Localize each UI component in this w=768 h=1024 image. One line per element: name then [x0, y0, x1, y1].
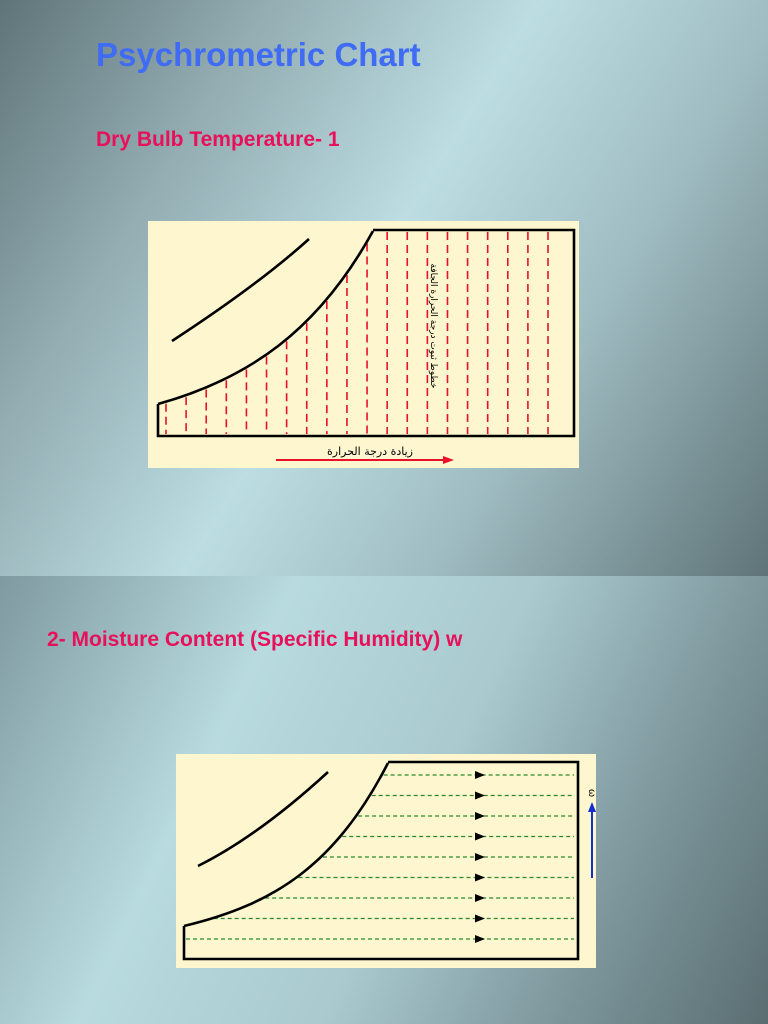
- moisture-line-arrowhead: [475, 853, 485, 861]
- upper-curve: [197, 771, 329, 868]
- moisture-axis-symbol: ω: [586, 789, 596, 797]
- moisture-line-arrowhead: [475, 873, 485, 882]
- moisture-line-arrowhead: [475, 812, 485, 820]
- moisture-line-arrowhead: [475, 914, 485, 923]
- dry-bulb-diagram: زيادة درجة الحرارة خطوط ثبوت درجة الحرار…: [156, 228, 576, 464]
- constant-temperature-label: خطوط ثبوت درجة الحرارة الجافة: [428, 264, 438, 389]
- moisture-line-arrowhead: [475, 832, 485, 841]
- moisture-line-arrowhead: [475, 791, 485, 800]
- temperature-arrow-label: زيادة درجة الحرارة: [327, 445, 413, 458]
- moisture-line-arrowhead: [475, 935, 485, 943]
- dry-bulb-figure: زيادة درجة الحرارة خطوط ثبوت درجة الحرار…: [148, 221, 579, 468]
- dry-bulb-constant-lines: [165, 232, 549, 434]
- moisture-content-diagram: ω: [182, 760, 596, 961]
- page-title: Psychrometric Chart: [96, 36, 421, 73]
- slide-subtitle: Dry Bulb Temperature- 1: [96, 128, 340, 151]
- moisture-line-arrowhead: [475, 894, 485, 902]
- moisture-constant-lines: [186, 771, 574, 943]
- chart-outline: [156, 228, 576, 438]
- saturation-curve: [183, 762, 390, 928]
- upper-curve: [171, 238, 310, 343]
- moisture-axis-arrow-head: [588, 802, 596, 812]
- chart-outline: [182, 760, 580, 961]
- slide-dry-bulb-temperature: Psychrometric Chart Dry Bulb Temperature…: [0, 0, 768, 576]
- moisture-content-figure: ω: [176, 754, 596, 968]
- moisture-line-arrowhead: [475, 771, 485, 779]
- slide-subtitle: 2- Moisture Content (Specific Humidity) …: [47, 628, 463, 651]
- temperature-arrow-head: [443, 456, 454, 464]
- slide-moisture-content: 2- Moisture Content (Specific Humidity) …: [0, 576, 768, 1024]
- saturation-curve: [157, 230, 375, 406]
